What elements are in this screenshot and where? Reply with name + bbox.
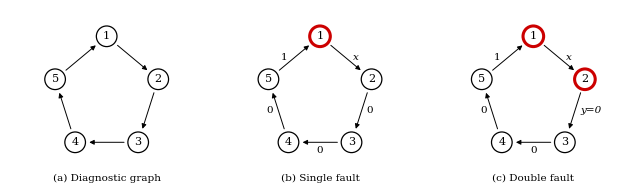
Text: 0: 0 [317,146,323,155]
Text: 3: 3 [134,137,141,147]
Circle shape [341,132,362,153]
Text: x: x [353,53,359,62]
Text: 5: 5 [52,74,59,84]
Text: 0: 0 [266,106,273,115]
Text: 1: 1 [281,53,287,62]
Text: x: x [566,53,572,62]
Text: 0: 0 [530,146,537,155]
Circle shape [310,26,330,47]
Circle shape [45,69,65,90]
Circle shape [258,69,279,90]
Text: 3: 3 [348,137,355,147]
Text: 4: 4 [285,137,292,147]
Text: 0: 0 [480,106,486,115]
Text: 2: 2 [368,74,375,84]
Text: 1: 1 [316,31,324,41]
Circle shape [128,132,148,153]
Text: y=0: y=0 [580,106,601,115]
Text: (b) Single fault: (b) Single fault [280,174,360,183]
Circle shape [492,132,512,153]
Circle shape [361,69,382,90]
Text: 4: 4 [499,137,506,147]
Text: 1: 1 [103,31,110,41]
Text: 5: 5 [478,74,485,84]
Text: 3: 3 [561,137,568,147]
Circle shape [523,26,543,47]
Circle shape [575,69,595,90]
Text: 4: 4 [72,137,79,147]
Circle shape [148,69,168,90]
Text: 1: 1 [530,31,537,41]
Text: 5: 5 [265,74,272,84]
Text: (c) Double fault: (c) Double fault [492,174,574,183]
Circle shape [278,132,299,153]
Text: 2: 2 [581,74,588,84]
Circle shape [472,69,492,90]
Circle shape [65,132,86,153]
Circle shape [97,26,117,47]
Text: 0: 0 [367,106,374,115]
Text: (a) Diagnostic graph: (a) Diagnostic graph [52,174,161,183]
Circle shape [554,132,575,153]
Text: 2: 2 [155,74,162,84]
Text: 1: 1 [494,53,501,62]
